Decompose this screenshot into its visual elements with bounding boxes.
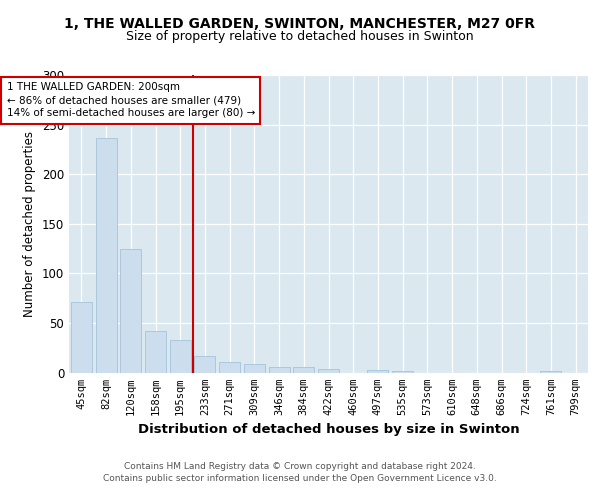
Text: Size of property relative to detached houses in Swinton: Size of property relative to detached ho…	[126, 30, 474, 43]
Bar	[219, 362, 240, 372]
X-axis label: Distribution of detached houses by size in Swinton: Distribution of detached houses by size …	[137, 423, 520, 436]
Bar	[120, 248, 141, 372]
Bar	[194, 356, 215, 372]
Bar	[145, 331, 166, 372]
Text: 1, THE WALLED GARDEN, SWINTON, MANCHESTER, M27 0FR: 1, THE WALLED GARDEN, SWINTON, MANCHESTE…	[65, 18, 536, 32]
Text: Contains HM Land Registry data © Crown copyright and database right 2024.
Contai: Contains HM Land Registry data © Crown c…	[103, 462, 497, 483]
Bar	[269, 366, 290, 372]
Bar	[367, 370, 388, 372]
Text: 1 THE WALLED GARDEN: 200sqm
← 86% of detached houses are smaller (479)
14% of se: 1 THE WALLED GARDEN: 200sqm ← 86% of det…	[7, 82, 255, 118]
Bar	[392, 370, 413, 372]
Bar	[318, 368, 339, 372]
Bar	[541, 370, 562, 372]
Bar	[95, 138, 116, 372]
Bar	[170, 340, 191, 372]
Bar	[293, 366, 314, 372]
Y-axis label: Number of detached properties: Number of detached properties	[23, 130, 37, 317]
Bar	[244, 364, 265, 372]
Bar	[71, 302, 92, 372]
